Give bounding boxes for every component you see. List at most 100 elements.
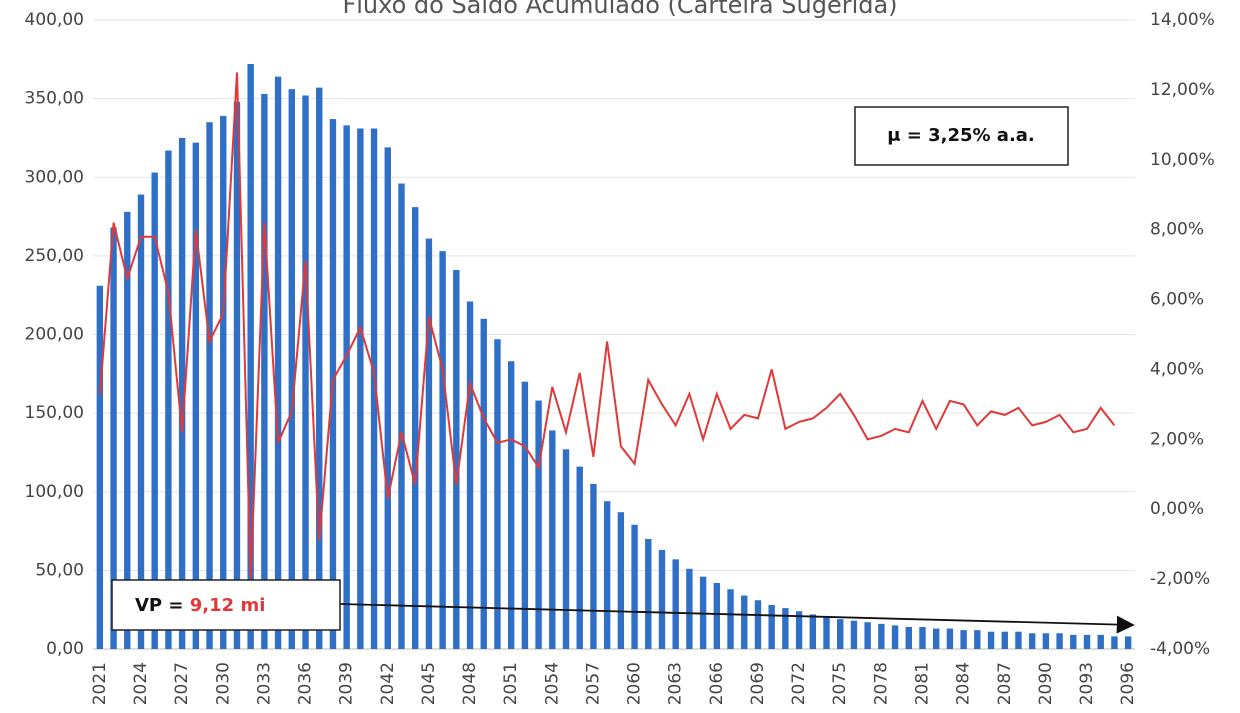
y2-tick-label: 10,00%	[1150, 150, 1215, 170]
x-tick-label: 2063	[666, 662, 686, 705]
y-tick-label: 250,00	[25, 246, 84, 266]
bar	[220, 115, 227, 650]
y2-tick-label: 6,00%	[1150, 290, 1204, 310]
bar	[1001, 631, 1008, 649]
bar	[631, 524, 638, 649]
bar	[1015, 631, 1022, 649]
x-tick-label: 2081	[912, 662, 932, 705]
bar	[110, 227, 117, 649]
bar	[617, 512, 625, 649]
bar	[288, 89, 296, 649]
bar	[823, 617, 830, 649]
bar	[686, 568, 693, 649]
bar	[645, 538, 652, 649]
bar	[562, 449, 570, 649]
bar	[124, 211, 131, 649]
bar	[453, 270, 460, 649]
bar	[535, 400, 542, 649]
bar	[384, 147, 391, 649]
x-tick-label: 2066	[707, 662, 727, 705]
bar	[590, 483, 597, 649]
x-tick-label: 2090	[1036, 662, 1056, 705]
bar	[1083, 634, 1091, 649]
bar	[782, 608, 789, 649]
y2-tick-label: 12,00%	[1150, 80, 1215, 100]
bar	[891, 625, 899, 649]
plot-area: 0,00 50,00 100,00 150,00 200,00 250,00 300,00 3…	[25, 10, 1215, 705]
x-tick-label: 2078	[871, 662, 891, 705]
x-tick-label: 2039	[337, 662, 357, 705]
bar	[809, 614, 817, 649]
bar	[302, 95, 309, 650]
x-tick-label: 2075	[830, 662, 850, 705]
bar	[1042, 633, 1050, 649]
bar	[274, 76, 282, 650]
bar	[1097, 634, 1104, 649]
bar	[151, 172, 158, 649]
x-tick-label: 2027	[172, 662, 192, 705]
bar	[411, 207, 419, 649]
y-tick-label: 150,00	[25, 403, 84, 423]
mu-annotation: μ = 3,25% a.a.	[887, 125, 1035, 146]
y2-tick-label: 8,00%	[1150, 220, 1204, 240]
bar	[768, 604, 775, 649]
bar	[795, 611, 803, 649]
x-tick-label: 2024	[131, 662, 151, 705]
bar	[727, 589, 734, 649]
x-tick-label: 2030	[213, 662, 233, 705]
bar	[206, 122, 213, 649]
x-tick-label: 2051	[501, 662, 521, 705]
bar	[96, 285, 104, 649]
y2-tick-label: -2,00%	[1150, 569, 1210, 589]
bar	[658, 549, 666, 649]
bar	[905, 626, 912, 649]
bar	[672, 559, 679, 649]
x-tick-label: 2069	[748, 662, 768, 705]
y-tick-label: 50,00	[35, 560, 84, 580]
y-tick-label: 200,00	[25, 325, 84, 345]
bar	[1056, 633, 1063, 649]
bar	[1028, 633, 1036, 649]
bar	[919, 626, 926, 649]
bar	[261, 93, 268, 650]
bar	[1111, 636, 1118, 649]
y-tick-label: 0,00	[46, 639, 84, 659]
bar	[494, 339, 501, 649]
annotation-box	[854, 106, 1069, 166]
chart-title: Fluxo do Saldo Acumulado (Carteira Suger…	[342, 0, 897, 19]
bar	[946, 628, 954, 649]
y-tick-label: 300,00	[25, 167, 84, 187]
bar	[425, 238, 433, 649]
bar	[370, 128, 378, 649]
bar	[439, 251, 446, 649]
y-tick-label: 100,00	[25, 482, 84, 502]
bar	[549, 430, 556, 649]
bar	[137, 194, 145, 650]
x-tick-label: 2057	[583, 662, 603, 705]
bar	[864, 622, 871, 649]
x-tick-label: 2093	[1077, 662, 1097, 705]
bar	[754, 600, 762, 649]
bar	[603, 501, 611, 649]
bar	[357, 128, 364, 649]
x-tick-label: 2036	[296, 662, 316, 705]
arrow	[339, 603, 1135, 634]
y2-tick-label: 14,00%	[1150, 10, 1215, 30]
bar	[466, 301, 474, 649]
y-tick-label: 400,00	[25, 10, 84, 30]
bar	[178, 137, 186, 649]
vp-annotation: VP = 9,12 mi	[135, 595, 265, 616]
y2-tick-label: 4,00%	[1150, 359, 1204, 379]
x-tick-label: 2072	[789, 662, 809, 705]
bar	[480, 318, 487, 649]
y2-tick-label: -4,00%	[1150, 639, 1210, 659]
bar	[398, 183, 405, 650]
x-tick-label: 2084	[954, 662, 974, 705]
x-tick-label: 2021	[90, 662, 110, 705]
bar	[1124, 636, 1132, 649]
bar	[165, 150, 172, 649]
bar	[837, 619, 844, 649]
bar	[741, 595, 748, 649]
x-tick-label: 2087	[995, 662, 1015, 705]
